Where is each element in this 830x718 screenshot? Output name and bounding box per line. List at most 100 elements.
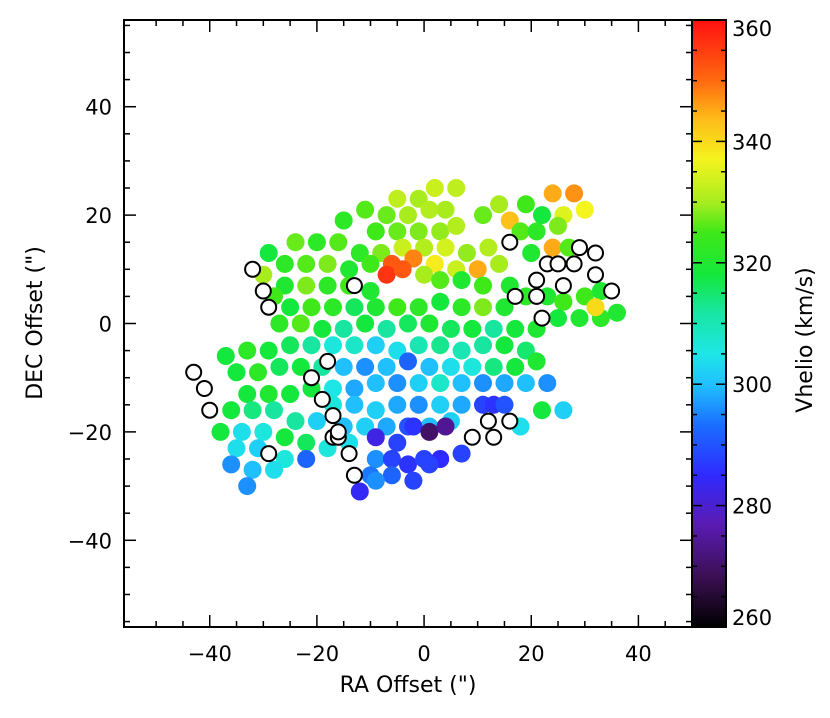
data-point — [270, 357, 289, 376]
data-point — [302, 298, 321, 317]
data-point — [420, 314, 439, 333]
colorbar-ticks: 260 280 300 320 340 360 — [692, 17, 772, 630]
data-point — [388, 189, 407, 208]
data-point — [484, 319, 503, 338]
data-point — [281, 298, 300, 317]
data-point — [366, 471, 385, 490]
data-point — [554, 401, 573, 420]
data-point — [543, 184, 562, 203]
data-point — [345, 379, 364, 398]
y-axis-label: DEC Offset (") — [23, 246, 48, 400]
data-point — [388, 374, 407, 393]
empty-data-point — [533, 309, 551, 327]
data-point — [484, 357, 503, 376]
data-point — [533, 206, 551, 225]
data-point — [431, 374, 450, 393]
x-axis-label: RA Offset (") — [340, 673, 477, 698]
data-point — [409, 222, 428, 241]
empty-data-point — [549, 255, 567, 273]
data-point — [388, 222, 407, 241]
data-point — [324, 298, 342, 317]
data-point — [243, 401, 262, 420]
data-point — [232, 422, 251, 441]
data-point — [425, 179, 444, 197]
data-point — [570, 309, 589, 328]
data-point — [334, 357, 353, 376]
data-point — [356, 314, 375, 333]
x-tick-label: 20 — [518, 642, 545, 666]
data-point — [222, 455, 241, 474]
data-point — [506, 357, 525, 376]
data-point — [420, 200, 439, 219]
data-point — [516, 195, 535, 214]
data-point — [366, 450, 385, 468]
data-point — [420, 455, 439, 474]
data-point — [495, 336, 514, 355]
data-point — [382, 466, 401, 485]
data-point — [452, 341, 471, 360]
empty-data-point — [501, 412, 519, 430]
colorbar-tick-label: 260 — [732, 606, 772, 630]
data-point — [474, 298, 492, 317]
colorbar-tick-label: 280 — [732, 495, 772, 519]
empty-data-point — [528, 271, 546, 289]
data-point — [356, 200, 375, 219]
data-point — [549, 309, 567, 328]
data-point — [307, 412, 326, 431]
empty-data-point — [485, 428, 503, 446]
data-point — [377, 206, 396, 225]
data-point — [270, 314, 289, 333]
data-point — [463, 319, 482, 338]
data-point — [399, 206, 417, 225]
data-point — [350, 482, 369, 501]
data-point — [366, 374, 385, 393]
data-point — [259, 244, 278, 262]
data-point — [286, 233, 305, 252]
data-point — [275, 254, 294, 273]
data-point — [382, 450, 401, 468]
data-point — [404, 471, 423, 490]
data-point — [452, 395, 471, 414]
data-point — [549, 216, 567, 235]
data-point — [388, 395, 407, 414]
data-point — [216, 347, 235, 365]
empty-data-point — [260, 298, 278, 316]
data-point — [468, 260, 487, 279]
data-point — [436, 417, 455, 436]
data-point — [243, 460, 262, 479]
data-point — [249, 363, 267, 382]
data-point — [474, 374, 492, 393]
x-tick-label: 0 — [417, 642, 430, 666]
data-point — [457, 244, 476, 262]
empty-data-point — [554, 277, 572, 295]
data-point — [340, 260, 359, 279]
data-point — [586, 298, 605, 317]
empty-data-point — [501, 233, 519, 251]
data-point — [463, 357, 482, 376]
empty-data-point — [571, 239, 588, 257]
empty-data-point — [303, 369, 320, 387]
data-point — [211, 422, 230, 441]
data-point — [399, 352, 417, 371]
y-tick-label: 0 — [99, 313, 112, 337]
empty-data-point — [254, 282, 272, 300]
data-point — [452, 298, 471, 317]
colorbar — [691, 19, 727, 628]
data-point — [409, 336, 428, 355]
data-point — [388, 433, 407, 452]
data-point — [238, 385, 257, 403]
data-point — [431, 292, 450, 311]
data-point — [511, 222, 530, 241]
colorbar-tick-label: 340 — [732, 130, 772, 154]
data-point — [297, 254, 316, 273]
empty-data-point — [324, 407, 342, 425]
data-point — [452, 271, 471, 290]
data-point — [297, 450, 316, 468]
data-point — [366, 222, 385, 241]
y-tick-label: −20 — [68, 421, 112, 445]
data-point — [543, 238, 562, 257]
data-point — [259, 385, 278, 403]
data-point — [366, 401, 385, 420]
data-point — [608, 303, 626, 322]
data-point — [527, 352, 546, 371]
